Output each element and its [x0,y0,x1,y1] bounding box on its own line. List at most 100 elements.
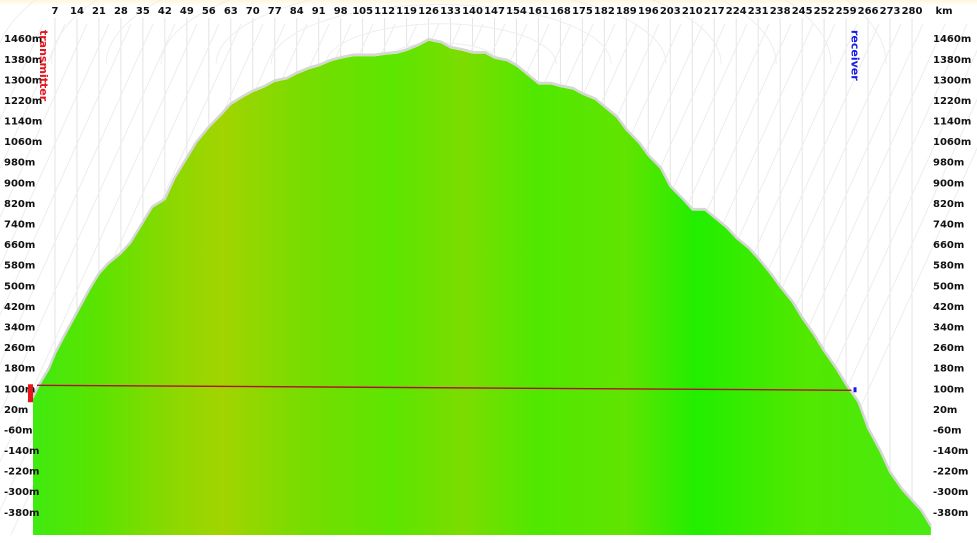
y-tick-label-right: 1460m [933,34,971,45]
y-tick-label-left: -60m [4,425,33,436]
y-tick-label-left: 420m [4,302,35,313]
x-tick-label: 245 [792,6,813,17]
x-tick-label: 238 [770,6,791,17]
y-tick-label-left: -220m [4,467,39,478]
x-tick-label: 49 [180,6,194,17]
x-tick-label: 70 [246,6,260,17]
x-tick-label: 231 [748,6,769,17]
y-tick-label-right: -300m [933,487,968,498]
y-tick-label-left: 900m [4,178,35,189]
y-tick-label-right: 980m [933,158,964,169]
grid-arc-4 [160,0,722,65]
y-tick-label-right: 20m [933,405,957,416]
terrain-outline [31,37,932,527]
x-tick-label: 98 [334,6,348,17]
grid-hatch-4 [0,23,132,317]
y-tick-label-left: 100m [4,384,35,395]
x-tick-label: 119 [396,6,417,17]
x-tick-label: 189 [616,6,637,17]
grid-arc-5 [105,0,777,65]
y-tick-label-right: -380m [933,508,968,519]
y-tick-label-right: -140m [933,446,968,457]
receiver-label: receiver [849,30,862,81]
x-tick-label: 266 [858,6,879,17]
x-tick-label: 133 [440,6,461,17]
y-tick-label-left: 340m [4,322,35,333]
x-tick-label: 210 [682,6,703,17]
x-tick-label: 7 [51,6,58,17]
grid-hatch-7 [0,23,198,463]
y-tick-label-left: 1460m [4,34,42,45]
y-tick-label-right: 1380m [933,55,971,66]
x-tick-label: 252 [814,6,835,17]
grid-hatch-0 [0,23,44,121]
y-tick-label-right: -220m [933,467,968,478]
x-tick-label: 63 [224,6,238,17]
y-tick-label-left: 740m [4,220,35,231]
y-tick-label-left: 820m [4,199,35,210]
y-tick-label-right: 500m [933,281,964,292]
y-tick-label-left: 260m [4,343,35,354]
line-of-sight-group [36,384,852,391]
y-tick-label-right: 900m [933,178,964,189]
y-tick-label-left: 180m [4,364,35,375]
x-tick-label: 161 [528,6,549,17]
x-tick-label: 182 [594,6,615,17]
grid-hatch-5 [0,23,154,366]
y-tick-label-left: 1220m [4,96,42,107]
x-tick-label: 21 [92,6,106,17]
y-tick-label-right: 1060m [933,137,971,148]
grid-hatch-1 [0,23,66,170]
grid-arc-3 [215,0,667,65]
x-tick-label: 175 [572,6,593,17]
transmitter-label: transmitter [37,30,50,102]
y-tick-label-left: -380m [4,508,39,519]
y-tick-label-left: 580m [4,261,35,272]
y-tick-label-left: 1060m [4,137,42,148]
top-strip [0,0,977,6]
y-tick-label-left: 1140m [4,117,42,128]
y-axis-ticks: 1460m 1460m 1380m 1380m 1300m 1300m 1220m 1220m… [4,34,971,519]
grid-hatch-2 [0,23,88,219]
y-tick-label-left: -300m [4,487,39,498]
y-tick-label-right: 1220m [933,96,971,107]
y-tick-label-left: -140m [4,446,39,457]
y-tick-label-right: 740m [933,220,964,231]
grid-hatch-3 [0,23,110,268]
endpoint-markers: transmitter receiver [28,30,862,403]
x-tick-label: 91 [312,6,326,17]
y-tick-label-right: 260m [933,343,964,354]
x-tick-label: 224 [726,6,747,17]
x-tick-label: 217 [704,6,725,17]
x-tick-label: 147 [484,6,505,17]
x-tick-label: 273 [880,6,901,17]
terrain-area [33,40,931,535]
x-tick-label: 84 [290,6,304,17]
y-tick-label-left: 500m [4,281,35,292]
x-tick-label: 196 [638,6,659,17]
y-tick-label-left: 1300m [4,75,42,86]
x-unit-label: km [935,6,952,17]
y-tick-label-right: 580m [933,261,964,272]
y-tick-label-left: 1380m [4,55,42,66]
x-tick-label: 259 [836,6,857,17]
x-tick-label: 154 [506,6,527,17]
x-tick-label: 168 [550,6,571,17]
y-tick-label-right: 340m [933,322,964,333]
x-axis-ticks: 7 14 21 28 35 42 49 56 63 70 77 84 91 98 105 112 119 126 1… [51,6,952,17]
terrain-area-group [31,37,932,535]
x-tick-label: 56 [202,6,216,17]
transmitter-marker [28,384,33,403]
x-tick-label: 42 [158,6,172,17]
y-tick-label-left: 20m [4,405,28,416]
grid-hatch-6 [0,23,176,415]
y-tick-label-right: 1140m [933,117,971,128]
y-tick-label-right: 100m [933,384,964,395]
line-of-sight [36,384,852,391]
x-tick-label: 35 [136,6,150,17]
grid-arc-1 [325,23,557,65]
x-tick-label: 14 [70,6,84,17]
y-tick-label-left: 980m [4,158,35,169]
x-tick-label: 28 [114,6,128,17]
